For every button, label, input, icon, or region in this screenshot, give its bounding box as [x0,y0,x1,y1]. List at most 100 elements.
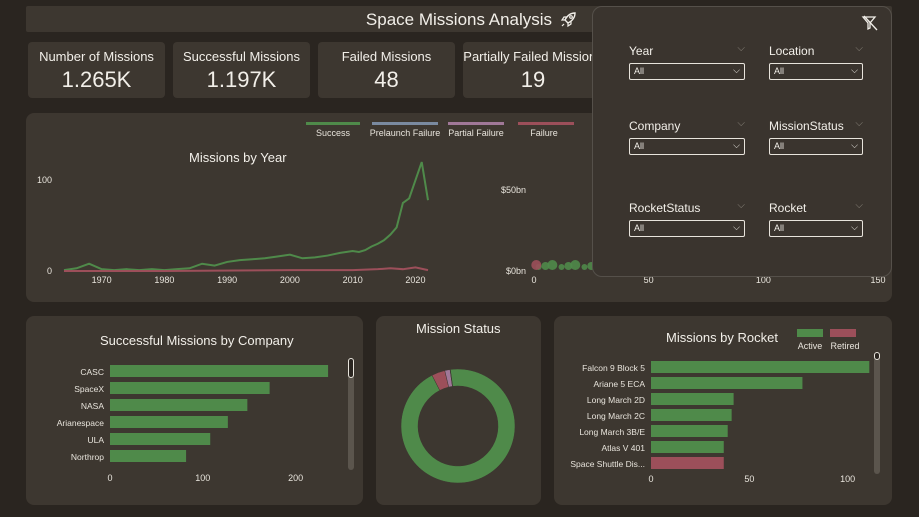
category-label: SpaceX [74,384,104,394]
category-label: NASA [81,401,104,411]
chevron-down-icon[interactable]: ⌵ [737,200,745,211]
slicer-value: All [774,141,785,151]
chevron-down-icon: ⌵ [851,222,858,232]
category-label: Northrop [71,452,104,462]
x-tick-label: 1970 [92,275,112,285]
rocket-chart-panel: Missions by Rocket Active Retired Falcon … [554,316,892,505]
scrollbar-thumb[interactable] [348,358,354,378]
mission-status-donut[interactable] [376,316,541,505]
slicer-location[interactable]: Location ⌵ All ⌵ [769,43,863,80]
chevron-down-icon: ⌵ [851,65,858,75]
slicer-year[interactable]: Year ⌵ All ⌵ [629,43,745,80]
x-tick-label: 1990 [217,275,237,285]
donut-slice-success [400,368,516,484]
slicer-rocket-status[interactable]: RocketStatus ⌵ All ⌵ [629,200,745,237]
bar [110,416,228,428]
bar [651,409,732,421]
x-tick-label: 150 [870,275,885,285]
kpi-label: Successful Missions [182,49,301,64]
company-bar-chart[interactable]: CASC SpaceX NASA Arianespace ULA Northrop 0 100… [26,316,346,505]
x-tick-label: 50 [644,275,654,285]
bar [651,425,728,437]
x-tick-label: 100 [195,473,210,483]
slicer-dropdown[interactable]: All ⌵ [769,138,863,155]
scrollbar[interactable] [348,358,354,470]
x-tick-label: 1980 [154,275,174,285]
company-chart-panel: Successful Missions by Company CASC Space… [26,316,363,505]
legend-label: Active [798,341,823,351]
slicer-dropdown[interactable]: All ⌵ [629,138,745,155]
legend-swatch [797,329,823,337]
kpi-value: 19 [520,67,546,92]
slicer-label: Company [629,119,681,133]
missions-by-year-chart[interactable]: 1970 1980 1990 2000 2010 2020 100 0 [26,113,446,302]
mission-status-panel: Mission Status [376,316,541,505]
legend-swatch [372,122,438,125]
slicer-label: Year [629,44,654,58]
scatter-point [558,264,565,270]
y-tick-label: 0 [47,266,52,276]
x-tick-label: 50 [744,474,754,484]
donut-slice-prelaunch-failure [449,369,453,387]
chevron-down-icon[interactable]: ⌵ [737,118,745,129]
x-tick-label: 0 [107,473,112,483]
slicer-company[interactable]: Company ⌵ All ⌵ [629,118,745,155]
chevron-down-icon[interactable]: ⌵ [737,43,745,54]
kpi-value: 1.197K [206,67,277,92]
legend-swatch [518,122,574,125]
scatter-point [531,260,542,270]
bar [110,450,187,462]
category-label: Space Shuttle Dis... [570,459,645,469]
slicer-rocket[interactable]: Rocket ⌵ All ⌵ [769,200,863,237]
rocket-bar-chart[interactable]: Falcon 9 Block 5 Ariane 5 ECA Long March 2… [554,316,874,505]
slicer-dropdown[interactable]: All ⌵ [769,63,863,80]
x-tick-label: 2020 [405,275,425,285]
slicer-dropdown[interactable]: All ⌵ [629,63,745,80]
line-chart-title: Missions by Year [189,150,287,165]
scrollbar[interactable] [874,352,880,474]
rocket-chart-title: Missions by Rocket [666,330,778,345]
bar [651,361,870,373]
chevron-down-icon[interactable]: ⌵ [855,118,863,129]
legend-label: Success [316,128,351,138]
slicer-label: MissionStatus [769,119,844,133]
legend-swatch [306,122,360,125]
legend-label: Failure [530,128,558,138]
y-tick-label: 100 [37,175,52,185]
kpi-partially-failed-missions: Partially Failed Missions 19 [463,42,603,98]
kpi-label: Partially Failed Missions [463,49,603,64]
slicer-dropdown[interactable]: All ⌵ [629,220,745,237]
scatter-point [581,264,588,270]
slicer-value: All [774,223,785,233]
legend-label: Partial Failure [448,128,504,138]
legend-label: Prelaunch Failure [370,128,441,138]
filter-pane: Year ⌵ All ⌵ Location ⌵ All ⌵ Company ⌵ All ⌵ … [592,6,892,277]
page-title: Space Missions Analysis [365,10,553,29]
category-label: Arianespace [57,418,105,428]
kpi-number-of-missions: Number of Missions 1.265K [28,42,165,98]
kpi-value: 48 [374,67,399,92]
category-label: Ariane 5 ECA [594,379,646,389]
bar [651,441,724,453]
scatter-point [570,260,581,270]
chevron-down-icon: ⌵ [733,65,740,75]
slicer-value: All [634,223,645,233]
chevron-down-icon: ⌵ [733,140,740,150]
clear-filters-icon[interactable] [861,14,879,32]
bar [651,457,724,469]
x-tick-label: 0 [531,275,536,285]
legend-label: Retired [830,341,859,351]
legend-swatch [448,122,504,125]
kpi-value: 1.265K [61,67,132,92]
scrollbar-thumb[interactable] [874,352,880,360]
slicer-mission-status[interactable]: MissionStatus ⌵ All ⌵ [769,118,863,155]
chevron-down-icon[interactable]: ⌵ [855,200,863,211]
slicer-dropdown[interactable]: All ⌵ [769,220,863,237]
y-tick-label: $0bn [506,266,526,276]
company-chart-title: Successful Missions by Company [100,333,294,348]
bar [110,399,248,411]
chevron-down-icon[interactable]: ⌵ [855,43,863,54]
status-legend: Success Prelaunch Failure Partial Failure F… [306,122,574,138]
category-label: Atlas V 401 [602,443,646,453]
x-tick-label: 0 [648,474,653,484]
